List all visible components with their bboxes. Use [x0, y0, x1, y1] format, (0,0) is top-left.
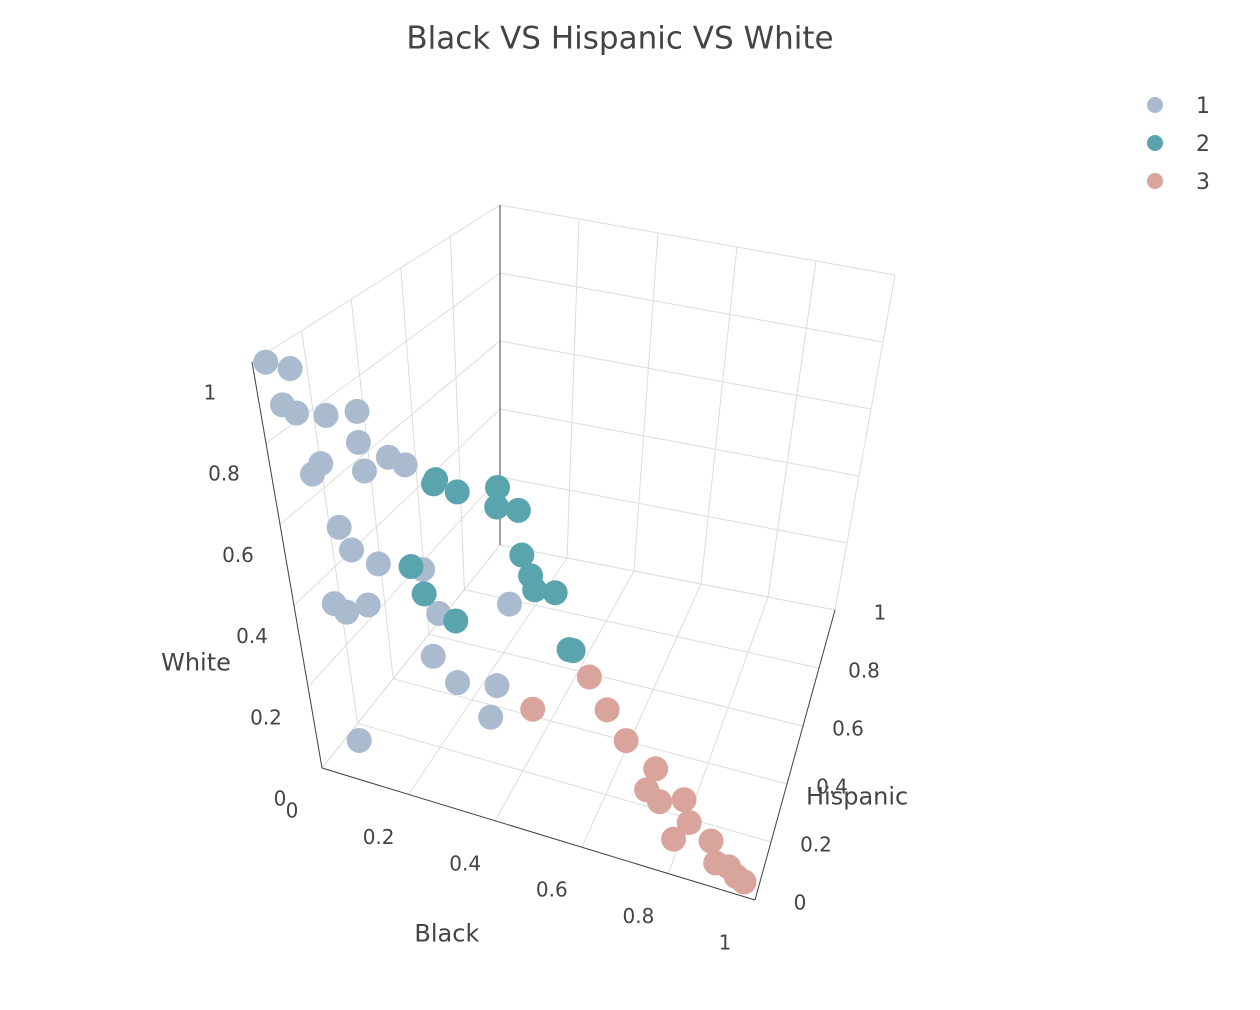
- point: [676, 810, 702, 836]
- point: [308, 451, 334, 477]
- point: [398, 554, 424, 580]
- z-tick-label: 1: [204, 381, 217, 405]
- point: [444, 479, 470, 505]
- grid-line: [279, 340, 501, 525]
- y-tick-label: 0.8: [848, 659, 880, 683]
- grid-line: [251, 204, 501, 363]
- point: [671, 787, 697, 813]
- point: [522, 577, 548, 603]
- point: [339, 537, 365, 563]
- legend-marker: [1147, 135, 1163, 151]
- point: [509, 542, 535, 568]
- x-tick-label: 0: [286, 799, 299, 823]
- x-tick-label: 0.6: [536, 878, 568, 902]
- point: [346, 727, 372, 753]
- point: [698, 828, 724, 854]
- grid-line: [700, 246, 738, 585]
- grid-line: [566, 218, 580, 559]
- grid-line: [633, 232, 659, 572]
- point: [253, 349, 279, 375]
- legend-marker: [1147, 173, 1163, 189]
- grid-line: [307, 476, 501, 688]
- point: [484, 494, 510, 520]
- point: [313, 402, 339, 428]
- point: [411, 581, 437, 607]
- y-tick-label: 1: [874, 601, 887, 625]
- grid-line: [499, 408, 860, 477]
- y-tick-label: 0.4: [816, 775, 848, 799]
- legend-label: 2: [1196, 132, 1210, 157]
- x-tick-label: 1: [719, 931, 732, 955]
- z-axis-line: [251, 361, 323, 769]
- point: [496, 591, 522, 617]
- grid-line: [293, 408, 501, 606]
- point: [478, 704, 504, 730]
- point: [421, 471, 447, 497]
- legend-marker: [1147, 97, 1163, 113]
- point: [420, 643, 446, 669]
- grid-line: [428, 633, 804, 727]
- grid-line: [350, 299, 394, 679]
- point: [542, 580, 568, 606]
- grid-line: [393, 678, 788, 785]
- legend-label: 3: [1196, 170, 1210, 195]
- grid-line: [767, 260, 817, 598]
- y-tick-label: 0.2: [800, 833, 832, 857]
- y-axis-line: [754, 609, 836, 901]
- point: [520, 696, 546, 722]
- point: [277, 356, 303, 382]
- point: [344, 398, 370, 424]
- point: [643, 756, 669, 782]
- point: [334, 599, 360, 625]
- point: [392, 452, 418, 478]
- z-tick-label: 0.6: [222, 543, 254, 567]
- x-tick-label: 0.4: [449, 851, 481, 875]
- legend-label: 1: [1196, 94, 1210, 119]
- point: [731, 869, 757, 895]
- point: [647, 789, 673, 815]
- x-tick-label: 0.2: [363, 825, 395, 849]
- chart-title: Black VS Hispanic VS White: [406, 21, 833, 57]
- grid-line: [357, 722, 772, 843]
- grid-line: [499, 204, 896, 276]
- point: [351, 458, 377, 484]
- grid-line: [499, 544, 836, 611]
- y-tick-label: 0: [794, 891, 807, 915]
- point: [365, 551, 391, 577]
- point: [355, 592, 381, 618]
- grid-line: [494, 570, 635, 822]
- grid-line: [464, 589, 820, 669]
- point: [484, 673, 510, 699]
- x-axis-title: Black: [414, 920, 479, 948]
- point: [661, 826, 687, 852]
- x-tick-label: 0.8: [622, 904, 654, 928]
- point: [345, 429, 371, 455]
- point: [485, 474, 511, 500]
- grid-line: [834, 274, 896, 611]
- point: [560, 638, 586, 664]
- grid-line: [499, 476, 848, 544]
- z-tick-label: 0.2: [250, 705, 282, 729]
- grid-line: [581, 583, 702, 848]
- point: [576, 664, 602, 690]
- z-tick-label: 0.8: [208, 462, 240, 486]
- point: [505, 497, 531, 523]
- z-tick-label: 0.4: [236, 624, 268, 648]
- grid-line: [499, 340, 872, 410]
- y-tick-label: 0.6: [832, 717, 864, 741]
- x-axis-line: [321, 767, 756, 901]
- z-axis-title: White: [161, 649, 231, 677]
- point: [613, 728, 639, 754]
- point: [443, 608, 469, 634]
- point: [445, 670, 471, 696]
- point: [594, 697, 620, 723]
- point: [326, 514, 352, 540]
- grid-line: [499, 272, 884, 343]
- y-axis-title: Hispanic: [806, 783, 908, 811]
- point: [283, 400, 309, 426]
- grid-line: [449, 236, 465, 590]
- z-tick-label: 0: [274, 787, 287, 811]
